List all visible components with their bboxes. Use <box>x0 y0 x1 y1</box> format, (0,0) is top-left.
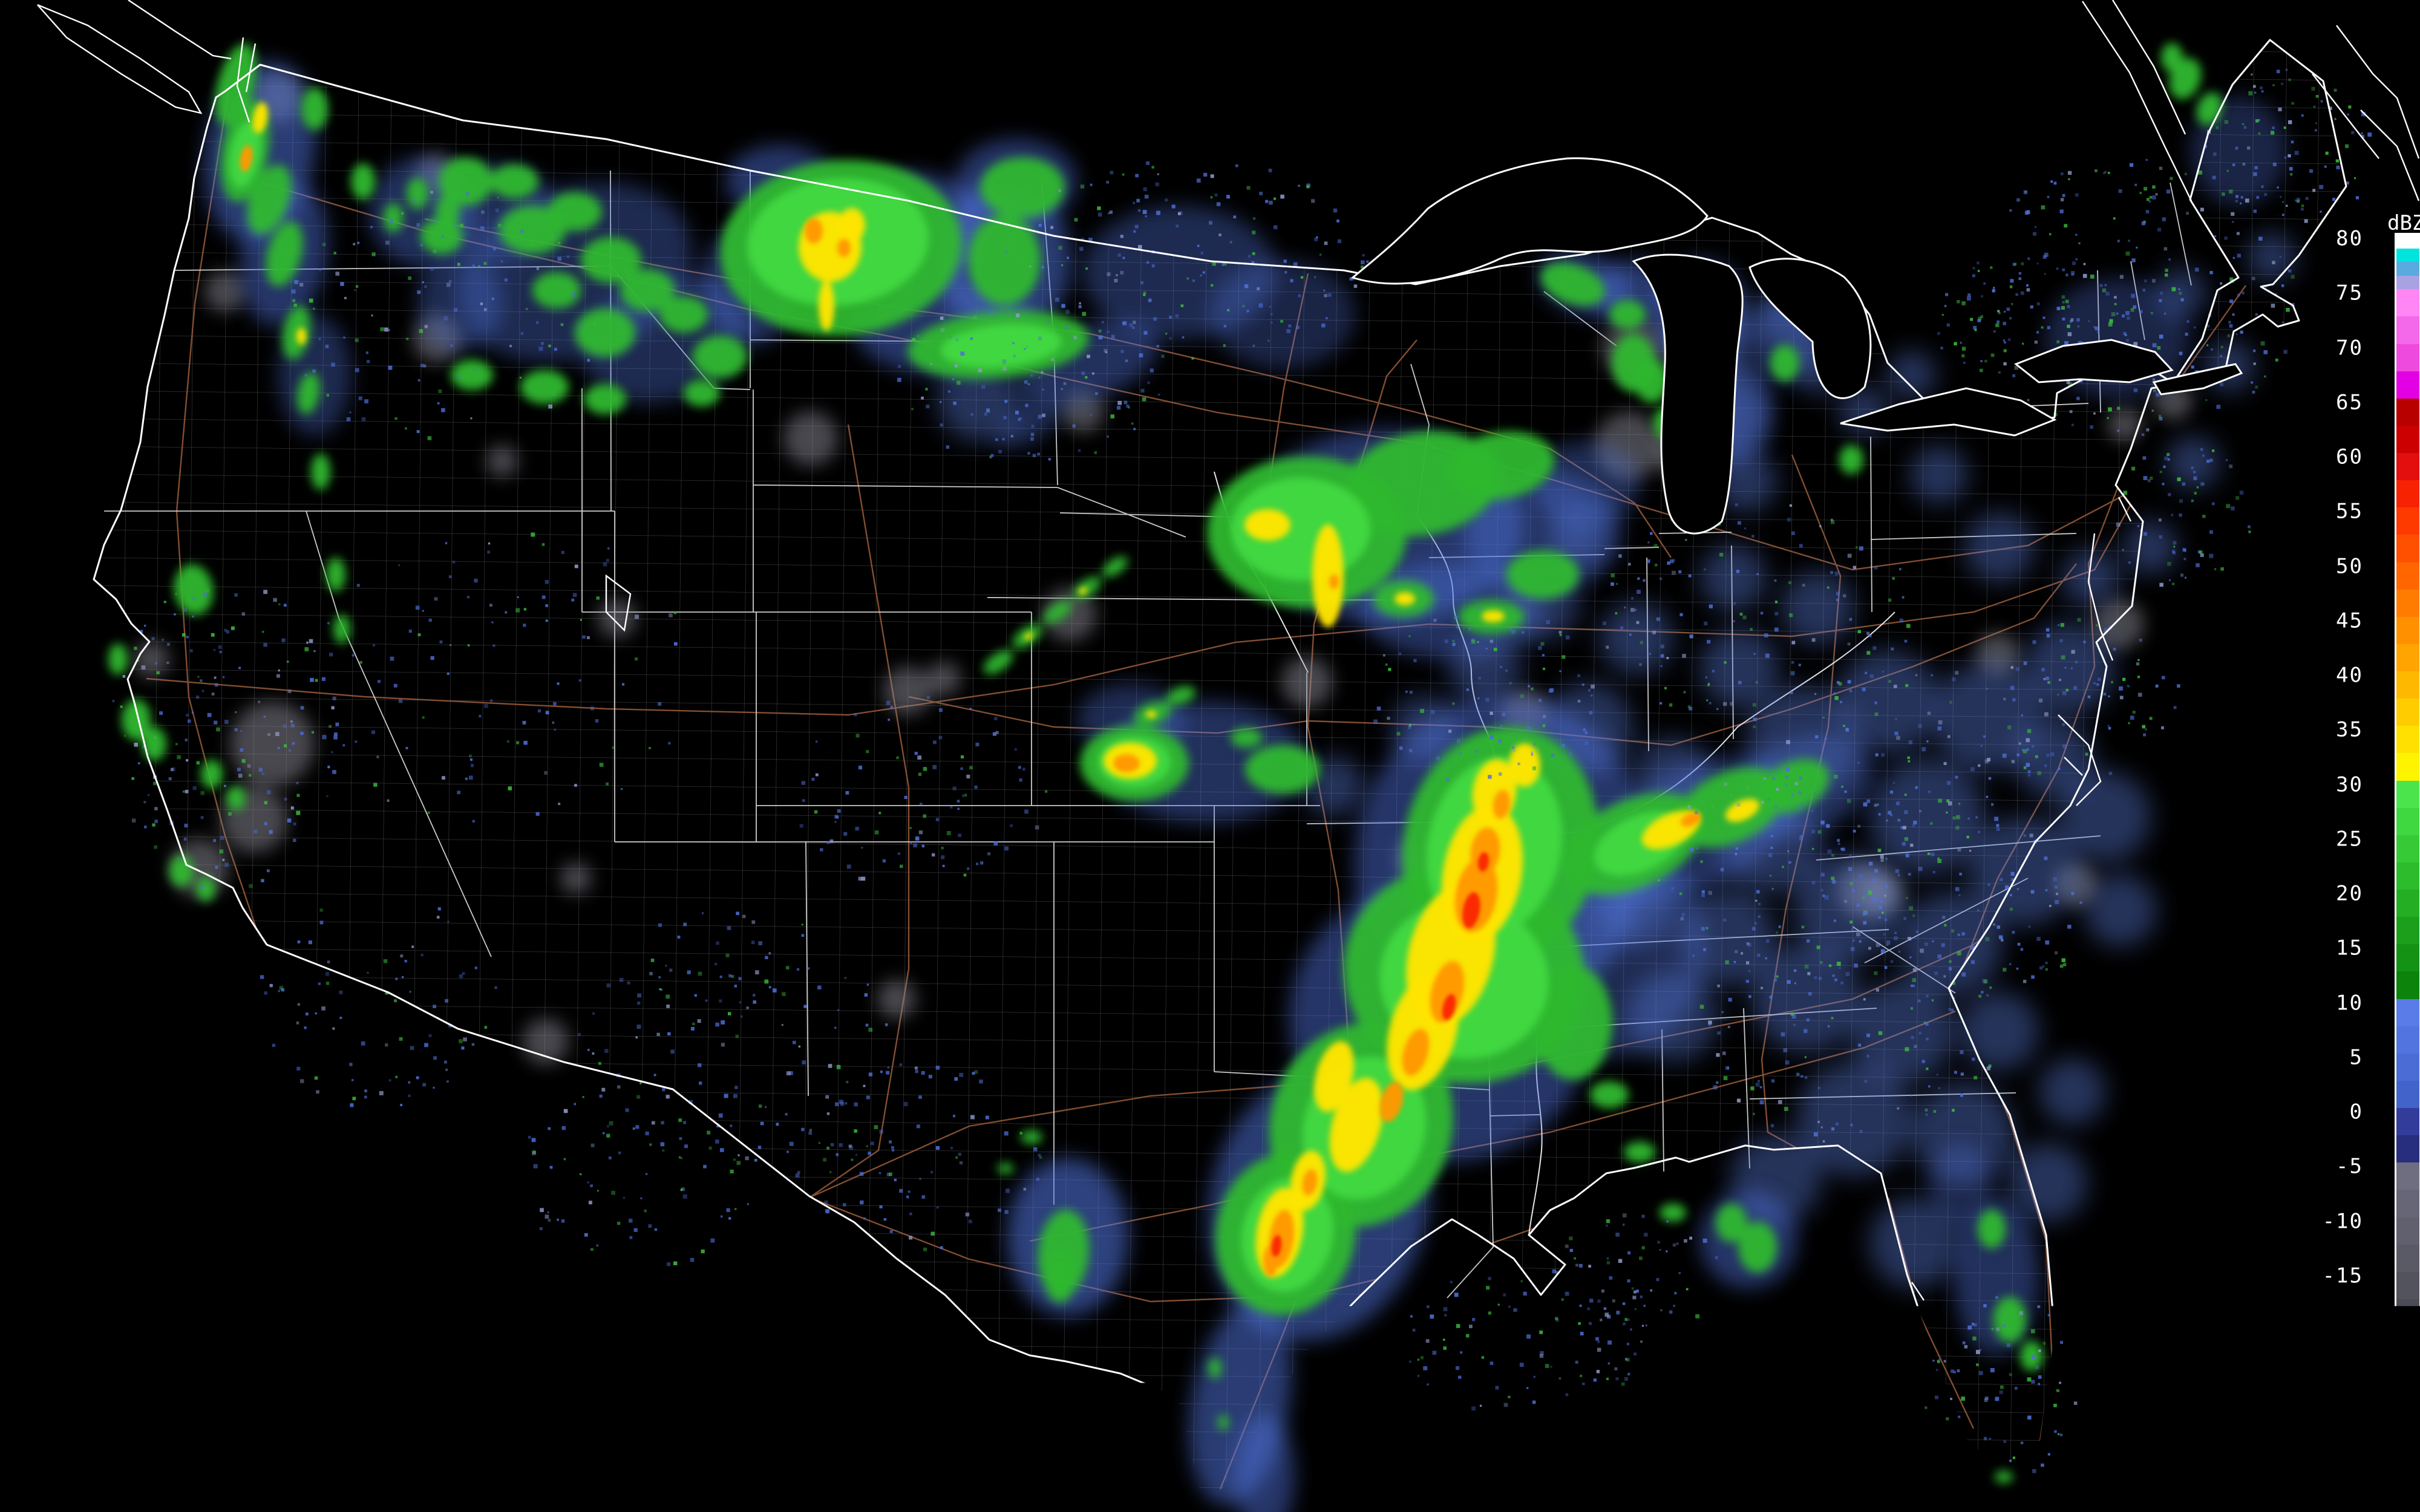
colorbar-segment <box>2396 1408 2419 1435</box>
mosaic-caption: NIU METEOROLOGY NEXRAD 1KM MOSAIC 11-24-… <box>733 1481 1687 1506</box>
colorbar-segment <box>2396 999 2419 1026</box>
colorbar-segment <box>2396 644 2419 671</box>
colorbar-tick-10: 10 <box>2297 991 2363 1015</box>
colorbar-tick-55: 55 <box>2297 500 2363 524</box>
colorbar-tick--10: -10 <box>2297 1209 2363 1233</box>
colorbar-tick--25: -25 <box>2297 1373 2363 1397</box>
colorbar-segment <box>2396 699 2419 726</box>
colorbar-segment <box>2396 535 2419 562</box>
colorbar-segment <box>2396 562 2419 590</box>
colorbar-segment <box>2396 1108 2419 1135</box>
colorbar-segment <box>2396 1354 2419 1381</box>
colorbar-segment <box>2396 890 2419 917</box>
colorbar-segment <box>2396 1272 2419 1299</box>
colorbar-tick-40: 40 <box>2297 663 2363 687</box>
colorbar-segment <box>2396 1381 2419 1408</box>
colorbar-segment <box>2396 1245 2419 1272</box>
colorbar-tick-0: 0 <box>2297 1100 2363 1124</box>
colorbar-segment <box>2396 371 2419 399</box>
colorbar-segment <box>2396 399 2419 426</box>
colorbar-tick-65: 65 <box>2297 390 2363 414</box>
colorbar-tick-15: 15 <box>2297 936 2363 960</box>
colorbar-segment <box>2396 1026 2419 1054</box>
colorbar-segment <box>2396 781 2419 808</box>
colorbar-segment <box>2396 917 2419 944</box>
colorbar-tick-30: 30 <box>2297 772 2363 797</box>
colorbar-segment <box>2396 1135 2419 1162</box>
colorbar-segment <box>2396 944 2419 971</box>
colorbar-tick-70: 70 <box>2297 336 2363 360</box>
colorbar-tick-50: 50 <box>2297 554 2363 578</box>
colorbar-tick-5: 5 <box>2297 1045 2363 1069</box>
colorbar-segment <box>2396 249 2419 262</box>
colorbar-tick-45: 45 <box>2297 608 2363 633</box>
colorbar-segment <box>2396 1217 2419 1245</box>
colorbar-segment <box>2396 726 2419 753</box>
colorbar-segment <box>2396 808 2419 835</box>
university-name: Northern Illinois University <box>67 1439 433 1470</box>
colorbar-tick--5: -5 <box>2297 1155 2363 1179</box>
colorbar-tick-60: 60 <box>2297 445 2363 469</box>
niu-shield-text: NIU <box>13 1485 43 1504</box>
niu-logo: NIU Northern Illinois University Your Fu… <box>4 1429 433 1510</box>
colorbar-segment <box>2396 590 2419 617</box>
colorbar-tick-80: 80 <box>2297 226 2363 250</box>
colorbar-tick-35: 35 <box>2297 718 2363 742</box>
dbz-colorbar-bar <box>2395 233 2420 1448</box>
colorbar-tick-25: 25 <box>2297 827 2363 851</box>
colorbar-segment <box>2396 671 2419 699</box>
colorbar-segment <box>2396 1326 2419 1354</box>
colorbar-segment <box>2396 276 2419 290</box>
colorbar-segment <box>2396 1299 2419 1326</box>
colorbar-segment <box>2396 1190 2419 1217</box>
colorbar-segment <box>2396 753 2419 780</box>
colorbar-segment <box>2396 1081 2419 1108</box>
colorbar-segment <box>2396 835 2419 862</box>
colorbar-tick--20: -20 <box>2297 1318 2363 1342</box>
colorbar-segment <box>2396 235 2419 249</box>
colorbar-units-label: dBZ <box>2387 211 2420 235</box>
colorbar-segment <box>2396 480 2419 507</box>
colorbar-segment <box>2396 426 2419 453</box>
colorbar-segment <box>2396 316 2419 344</box>
colorbar-segment <box>2396 344 2419 371</box>
niu-shield-icon: NIU <box>4 1429 52 1510</box>
conus-radar-map <box>0 0 2420 1512</box>
colorbar-tick-75: 75 <box>2297 281 2363 305</box>
colorbar-segment <box>2396 289 2419 316</box>
colorbar-tick-20: 20 <box>2297 881 2363 905</box>
colorbar-tick--15: -15 <box>2297 1263 2363 1288</box>
colorbar-segment <box>2396 1054 2419 1081</box>
university-tagline: Your Future. Our Focus. <box>67 1474 433 1499</box>
colorbar-tick--30: -30 <box>2297 1427 2363 1452</box>
colorbar-segment <box>2396 1162 2419 1190</box>
colorbar-segment <box>2396 617 2419 644</box>
colorbar-segment <box>2396 862 2419 890</box>
colorbar-segment <box>2396 262 2419 276</box>
colorbar-segment <box>2396 507 2419 535</box>
colorbar-segment <box>2396 971 2419 999</box>
colorbar-segment <box>2396 453 2419 480</box>
radar-mosaic-screen: dBZ 80 75 70 65 60 55 50 45 40 35 30 25 20 15 10 5 0 -5 -1… <box>0 0 2420 1512</box>
